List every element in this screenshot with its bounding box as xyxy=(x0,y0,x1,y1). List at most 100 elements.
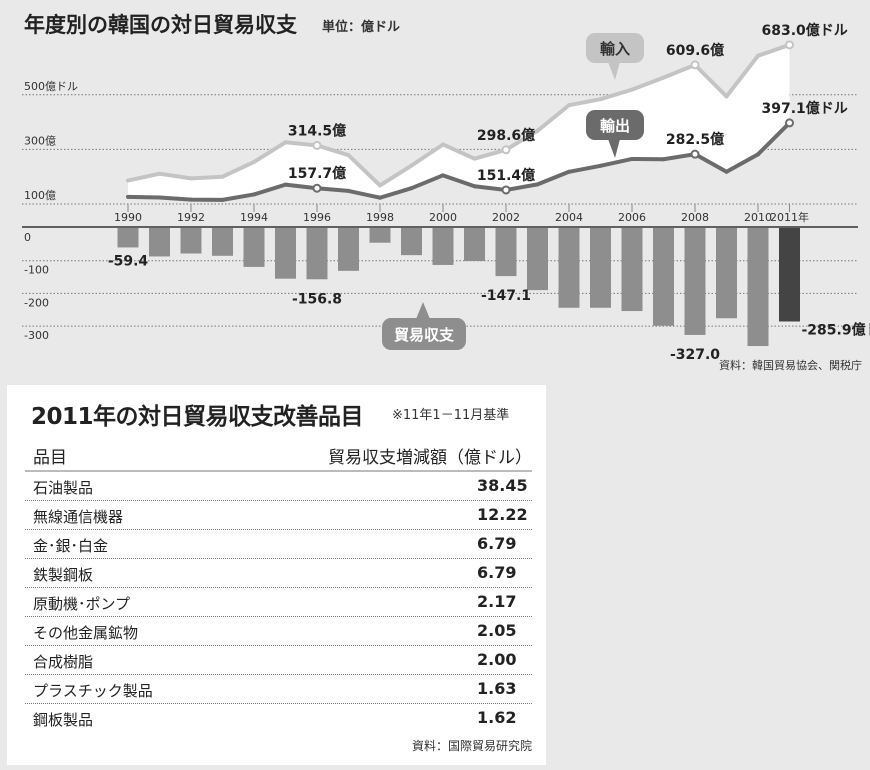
import-point-1999 xyxy=(409,163,414,168)
balance-bar-2001 xyxy=(464,228,485,262)
data-label: 609.6億 xyxy=(666,42,724,59)
balance-bar-2005 xyxy=(590,228,611,308)
export-point-1994 xyxy=(252,192,256,197)
balance-bar-1995 xyxy=(275,228,296,279)
header-item: 品目 xyxy=(33,448,67,468)
import-point-2009 xyxy=(724,94,729,99)
item-value: 1.62 xyxy=(477,708,517,727)
x-tick-label: 1992 xyxy=(177,211,205,224)
export-callout-label: 輸出 xyxy=(600,117,630,135)
balance-bar-1990 xyxy=(117,228,139,248)
y-tick-label: 300億 xyxy=(24,134,56,147)
item-value: 2.05 xyxy=(477,621,517,640)
export-point-1990 xyxy=(126,194,130,199)
item-value: 2.00 xyxy=(477,650,517,669)
chart-title: 年度別の韓国の対日貿易収支 xyxy=(24,13,298,37)
x-tick-label: 1994 xyxy=(240,211,268,224)
item-name: その他金属鉱物 xyxy=(33,624,139,642)
item-name: プラスチック製品 xyxy=(33,682,153,700)
balance-bar-2011 xyxy=(779,228,800,322)
balance-bar-1998 xyxy=(369,228,391,243)
table-row: 石油製品 38.45 xyxy=(25,472,532,501)
export-point-2010 xyxy=(756,152,760,157)
balance-bar-2007 xyxy=(653,228,674,326)
table-body: 石油製品 38.45 無線通信機器 12.22 金･銀･白金 6.79 鉄製鋼板 6.79 原動… xyxy=(25,472,532,732)
balance-bar-2006 xyxy=(621,228,643,312)
import-point-1990 xyxy=(126,178,130,183)
import-point-2000 xyxy=(441,142,445,147)
table-source: 資料：国際貿易研究院 xyxy=(411,739,532,753)
item-name: 鋼板製品 xyxy=(33,711,94,729)
data-label: 683.0億ドル xyxy=(762,22,848,39)
balance-bar-2003 xyxy=(527,228,548,291)
marker-0-2011 xyxy=(785,40,794,50)
x-tick-label: 1998 xyxy=(366,211,394,224)
balance-bar-2008 xyxy=(684,228,706,335)
balance-bar-1992 xyxy=(180,228,202,254)
data-label: 397.1億ドル xyxy=(762,100,848,117)
import-point-1993 xyxy=(220,174,225,179)
export-point-2006 xyxy=(630,156,634,161)
header-amount: 貿易収支増減額（億ドル） xyxy=(328,448,532,468)
table-row: プラスチック製品 1.63 xyxy=(25,675,532,704)
x-tick-label: 2010 xyxy=(744,211,772,224)
x-tick-label: 2011年 xyxy=(770,210,809,224)
import-point-1998 xyxy=(378,183,382,188)
export-point-1992 xyxy=(189,197,193,202)
balance-bar-1993 xyxy=(212,228,233,256)
import-point-2005 xyxy=(598,97,603,102)
marker-1-2002 xyxy=(501,185,511,195)
import-point-2003 xyxy=(535,128,540,133)
import-point-2010 xyxy=(756,53,760,58)
x-tick-label: 2004 xyxy=(555,211,583,224)
y-tick-label: -300 xyxy=(24,329,49,342)
data-label: 157.7億 xyxy=(288,165,346,182)
y-tick-label: -200 xyxy=(24,296,49,309)
table-row: 鉄製鋼板 6.79 xyxy=(25,559,532,588)
table-row: その他金属鉱物 2.05 xyxy=(25,617,532,646)
y-tick-label: 0 xyxy=(24,231,31,244)
balance-callout-label: 貿易収支 xyxy=(394,326,455,344)
import-line xyxy=(127,42,791,188)
import-point-2007 xyxy=(661,75,666,80)
marker-1-2008 xyxy=(690,149,700,159)
import-point-2004 xyxy=(567,103,571,108)
export-point-1998 xyxy=(378,195,382,200)
export-point-2003 xyxy=(535,182,540,187)
balance-bar-2009 xyxy=(716,228,737,319)
table-header: 品目 貿易収支増減額（億ドル） xyxy=(25,441,532,472)
item-value: 12.22 xyxy=(477,505,528,524)
data-label: -156.8 xyxy=(292,291,342,307)
export-point-1995 xyxy=(283,182,288,187)
marker-0-2002 xyxy=(501,145,511,155)
balance-bar-1999 xyxy=(401,228,422,256)
item-name: 原動機･ポンプ xyxy=(33,595,131,613)
y-tick-label: 100億 xyxy=(24,189,56,202)
x-tick-label: 1996 xyxy=(303,211,331,224)
export-point-2004 xyxy=(567,169,571,174)
export-line xyxy=(127,121,791,202)
data-label: 151.4億 xyxy=(477,167,535,184)
export-point-1991 xyxy=(157,195,162,200)
y-tick-label: 500億ドル xyxy=(24,80,78,93)
export-point-1997 xyxy=(346,188,351,193)
table-row: 原動機･ポンプ 2.17 xyxy=(25,588,532,617)
item-value: 38.45 xyxy=(477,476,528,495)
balance-callout: 貿易収支 xyxy=(382,302,466,350)
data-label: 282.5億 xyxy=(666,131,724,148)
balance-bar-2004 xyxy=(558,228,580,308)
chart-unit: 単位：億ドル xyxy=(322,19,400,35)
item-value: 1.63 xyxy=(477,679,517,698)
import-point-1997 xyxy=(346,153,351,158)
data-label: 314.5億 xyxy=(288,122,346,139)
x-tick-label: 2008 xyxy=(681,211,709,224)
table-row: 合成樹脂 2.00 xyxy=(25,646,532,675)
marker-1-2011 xyxy=(785,118,794,128)
export-point-2001 xyxy=(472,184,477,189)
import-export-gap-area xyxy=(128,44,790,200)
export-point-1999 xyxy=(409,186,414,191)
marker-0-1996 xyxy=(312,140,322,150)
chart-source: 資料：韓国貿易協会、関税庁 xyxy=(719,358,862,372)
export-point-1993 xyxy=(220,197,225,202)
table-row: 鋼板製品 1.62 xyxy=(25,704,532,732)
